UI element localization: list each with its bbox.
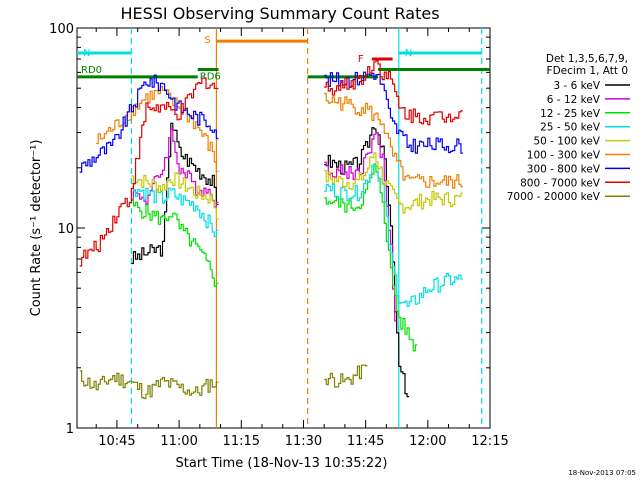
y-tick-label: 100 xyxy=(49,22,74,37)
series-line xyxy=(131,172,219,220)
x-tick-label: 11:30 xyxy=(285,434,322,449)
annotation-label: N xyxy=(405,48,412,59)
series-line xyxy=(324,164,463,307)
legend-header-line: FDecim 1, Att 0 xyxy=(547,65,628,77)
legend-label: 50 - 100 keV xyxy=(533,136,600,148)
legend-label: 300 - 800 keV xyxy=(527,163,601,175)
series-7000-20000keV xyxy=(79,364,368,400)
legend-label: 25 - 50 keV xyxy=(540,122,601,134)
series-line xyxy=(131,198,219,287)
series-line xyxy=(324,152,463,214)
legend-label: 100 - 300 keV xyxy=(527,150,601,162)
series-line xyxy=(324,71,463,154)
legend-label: 6 - 12 keV xyxy=(547,94,601,106)
series-line xyxy=(79,370,219,400)
series-line xyxy=(79,77,219,267)
series-line xyxy=(79,74,219,173)
series-line xyxy=(324,127,410,398)
series-25-50keV xyxy=(131,164,463,307)
annotation-label: RD6 xyxy=(200,72,221,83)
timestamp: 18-Nov-2013 07:05 xyxy=(568,469,636,477)
legend-label: 7000 - 20000 keV xyxy=(507,191,601,203)
chart-title: HESSI Observing Summary Count Rates xyxy=(120,4,439,23)
series-50-100keV xyxy=(131,152,463,220)
legend-label: 12 - 25 keV xyxy=(540,108,601,120)
series-3-6keV xyxy=(131,122,410,398)
series-12-25keV xyxy=(131,163,418,352)
y-tick-label: 1 xyxy=(66,422,74,437)
x-tick-label: 11:00 xyxy=(160,434,197,449)
annotation-label: N xyxy=(83,48,90,59)
series-100-300keV xyxy=(96,85,463,189)
x-tick-label: 12:15 xyxy=(471,434,508,449)
series-line xyxy=(131,122,219,265)
series-300-800keV xyxy=(79,71,463,173)
legend-label: 3 - 6 keV xyxy=(553,80,600,92)
x-tick-label: 10:45 xyxy=(98,434,135,449)
x-tick-label: 11:15 xyxy=(223,434,260,449)
annotation-label: RD0 xyxy=(81,65,102,76)
annotation-label: F xyxy=(358,54,364,65)
legend-header-line: Det 1,3,5,6,7,9, xyxy=(546,53,628,65)
series-line xyxy=(324,163,418,352)
series-line xyxy=(324,131,397,322)
x-axis-label: Start Time (18-Nov-13 10:35:22) xyxy=(176,456,388,471)
x-tick-label: 12:00 xyxy=(409,434,446,449)
series-line xyxy=(324,92,463,189)
series-800-7000keV xyxy=(79,60,463,267)
plot-frame xyxy=(76,27,491,429)
x-tick-label: 11:45 xyxy=(347,434,384,449)
series-line xyxy=(96,85,219,172)
series-line xyxy=(324,364,368,388)
series-line xyxy=(131,183,219,238)
annotation-label: S xyxy=(204,35,210,46)
y-tick-label: 10 xyxy=(57,222,74,237)
y-axis-label: Count Rate (s⁻¹ detector⁻¹) xyxy=(29,140,44,317)
series-line xyxy=(324,60,463,126)
legend-label: 800 - 7000 keV xyxy=(520,177,601,189)
legend-header: Det 1,3,5,6,7,9,FDecim 1, Att 0 xyxy=(546,53,628,77)
